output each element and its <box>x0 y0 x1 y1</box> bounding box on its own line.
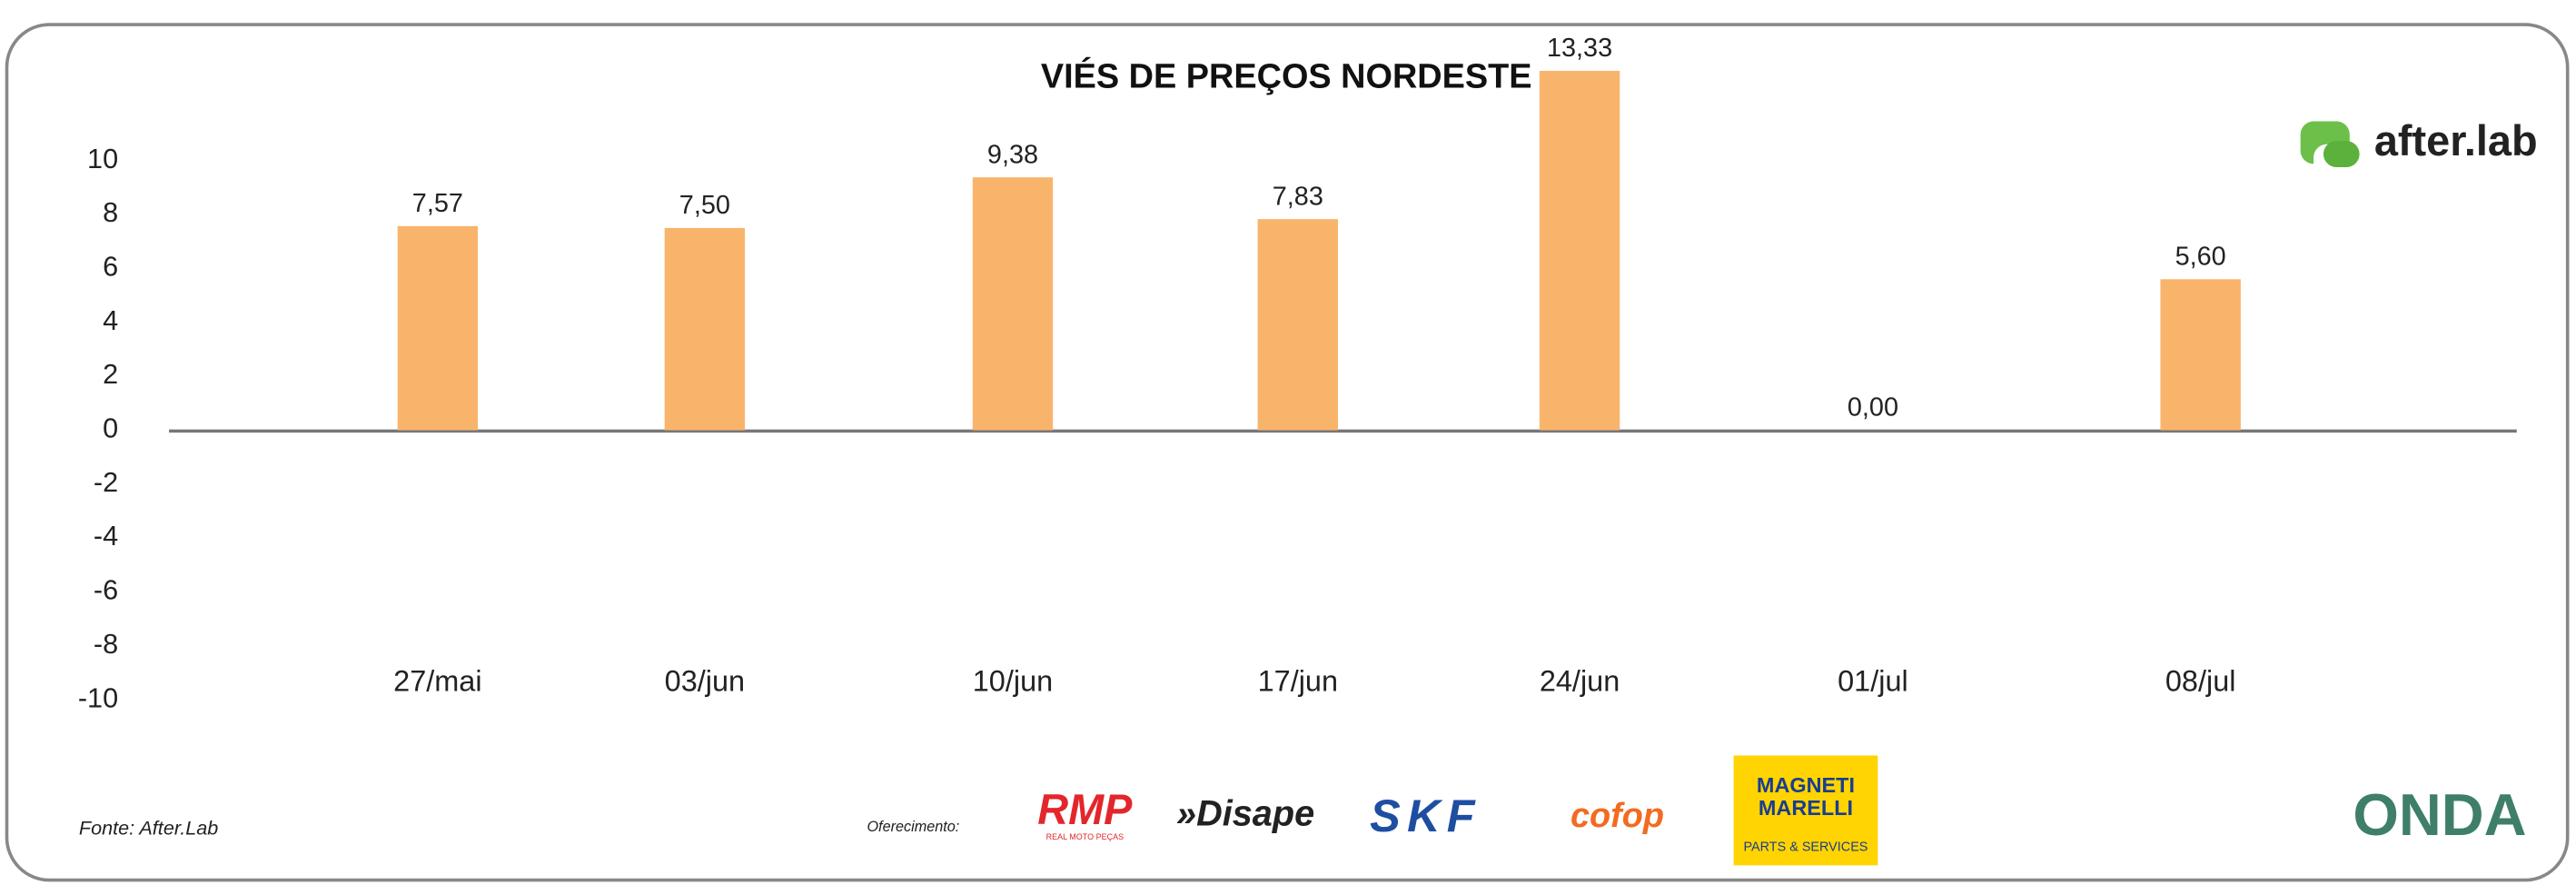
sponsor-label: Oferecimento: <box>867 819 959 835</box>
bar <box>1539 70 1620 431</box>
brand-logo: after.lab <box>2300 117 2538 167</box>
y-tick-label: -8 <box>94 629 118 660</box>
logo-magneti: MARELLI <box>1759 796 1853 820</box>
logo-disape: »Disape <box>1176 794 1314 834</box>
x-tick-label: 03/jun <box>665 665 745 698</box>
brand-icon <box>2323 141 2360 167</box>
y-tick-label: 0 <box>103 413 118 444</box>
brand-name: after.lab <box>2374 117 2538 164</box>
bar <box>1257 219 1339 431</box>
value-label: 7,57 <box>412 189 463 218</box>
y-tick-label: -6 <box>94 575 118 606</box>
frame <box>5 23 2570 882</box>
x-tick-label: 17/jun <box>1258 665 1338 698</box>
sponsor-logos: RMP REAL MOTO PEÇAS »Disape SKF cofop MA… <box>1037 755 2527 866</box>
x-tick-label: 10/jun <box>973 665 1053 698</box>
logo-skf: SKF <box>1370 790 1481 841</box>
x-tick-label: 24/jun <box>1540 665 1620 698</box>
logo-rmp-sub: REAL MOTO PEÇAS <box>1046 832 1125 841</box>
y-tick-label: -4 <box>94 521 118 552</box>
value-label: 5,60 <box>2175 242 2226 271</box>
y-tick-label: -10 <box>78 682 118 713</box>
chart-title: VIÉS DE PREÇOS NORDESTE <box>1041 56 1532 96</box>
value-label: 7,50 <box>679 191 730 220</box>
logo-cofop: cofop <box>1570 797 1664 835</box>
x-tick-label: 27/mai <box>393 665 481 698</box>
value-label: 0,00 <box>1848 393 1898 423</box>
bar <box>972 177 1054 431</box>
y-tick-label: 6 <box>103 252 118 283</box>
brand-icon <box>2300 121 2350 164</box>
y-tick-label: 2 <box>103 359 118 390</box>
y-tick-label: -2 <box>94 467 118 498</box>
logo-magneti-sub: PARTS & SERVICES <box>1744 840 1868 854</box>
logo-magneti-box <box>1733 755 1878 866</box>
bar <box>2160 279 2241 431</box>
logo-rmp: RMP <box>1037 786 1133 833</box>
y-tick-label: 8 <box>103 197 118 228</box>
bar <box>664 227 746 431</box>
x-tick-label: 01/jul <box>1838 665 1908 698</box>
value-label: 9,38 <box>987 140 1038 169</box>
x-tick-label: 08/jul <box>2165 665 2236 698</box>
y-tick-label: 10 <box>87 144 118 174</box>
logo-onda: ONDA <box>2353 781 2526 848</box>
value-label: 13,33 <box>1547 34 1612 63</box>
source: Fonte: After.Lab <box>79 816 218 839</box>
value-label: 7,83 <box>1273 182 1323 211</box>
y-tick-label: 4 <box>103 305 118 336</box>
bar <box>397 225 479 431</box>
logo-magneti: MAGNETI <box>1757 773 1855 797</box>
